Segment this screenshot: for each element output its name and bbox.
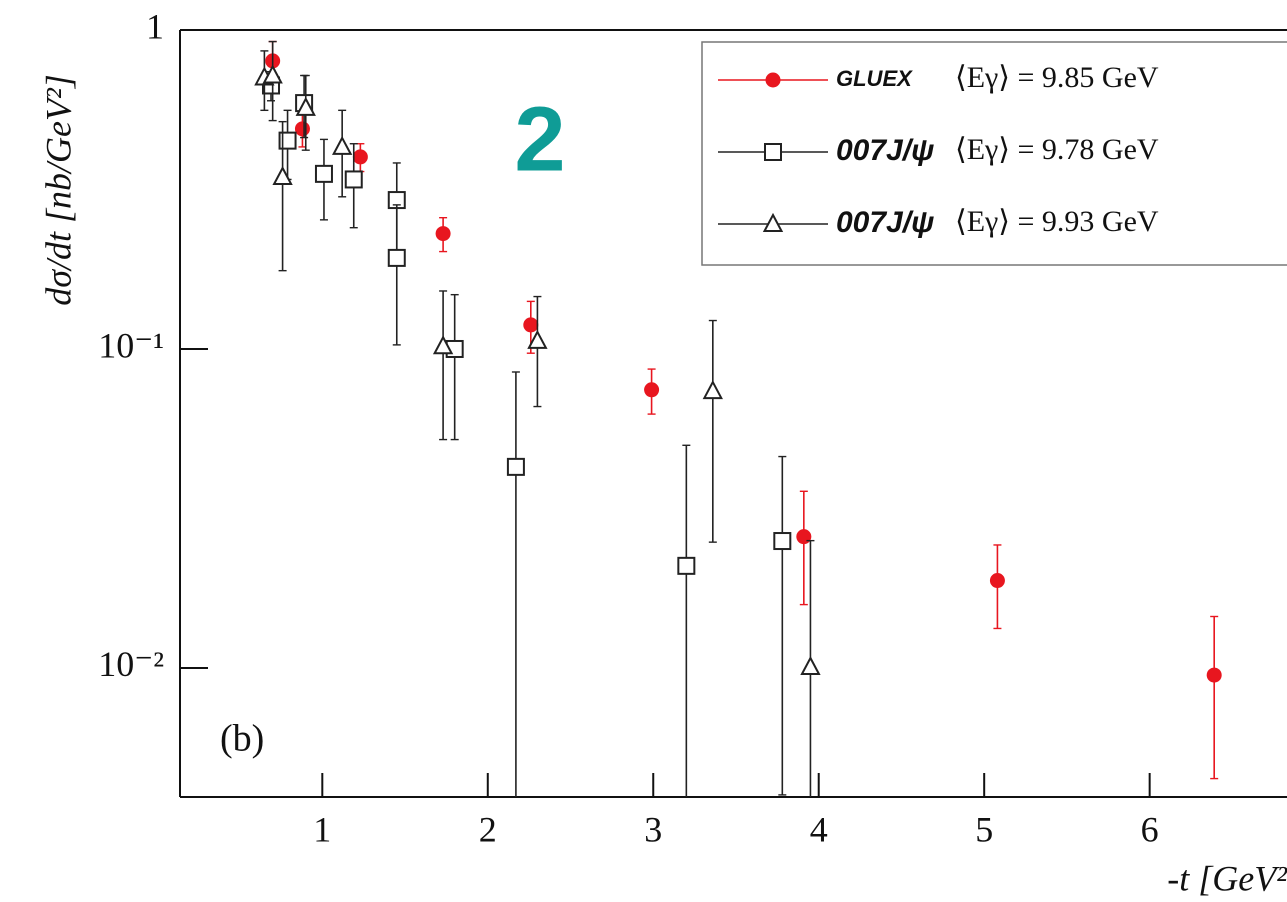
marker xyxy=(773,532,792,551)
legend-box xyxy=(701,41,1287,266)
legend-marker xyxy=(764,143,782,161)
x-tick-label: 2 xyxy=(479,809,497,849)
marker xyxy=(352,149,368,165)
marker xyxy=(989,573,1005,589)
marker xyxy=(387,248,406,267)
marker xyxy=(262,64,283,84)
legend-label: ⟨Eγ⟩ = 9.85 GeV xyxy=(955,61,1159,94)
marker xyxy=(523,317,539,333)
marker xyxy=(796,529,812,545)
marker xyxy=(295,96,316,116)
x-tick-label: 1 xyxy=(313,809,331,849)
marker xyxy=(506,457,525,476)
legend-marker xyxy=(765,72,781,88)
panel-label: (b) xyxy=(220,718,264,760)
marker xyxy=(1206,667,1222,683)
marker xyxy=(677,556,696,575)
x-axis-label: -t [GeV² xyxy=(1167,858,1287,898)
marker xyxy=(314,164,333,183)
y-tick-label: 10⁻¹ xyxy=(98,325,164,365)
marker xyxy=(331,135,353,155)
y-tick-label: 1 xyxy=(146,6,164,46)
legend-logo: 007J/ψ xyxy=(836,134,934,167)
legend-logo: GLUEX xyxy=(836,66,913,91)
marker xyxy=(432,335,454,355)
marker xyxy=(644,382,660,398)
x-tick-label: 5 xyxy=(975,809,993,849)
x-tick-label: 3 xyxy=(644,809,662,849)
marker xyxy=(278,131,297,150)
x-tick-label: 4 xyxy=(810,809,828,849)
x-tick-label: 6 xyxy=(1141,809,1159,849)
legend-logo: 007J/ψ xyxy=(836,206,934,239)
marker xyxy=(344,170,363,189)
marker xyxy=(435,226,451,242)
marker xyxy=(800,655,821,676)
marker xyxy=(527,329,548,349)
legend-label: ⟨Eγ⟩ = 9.78 GeV xyxy=(955,133,1159,166)
y-tick-label: 10⁻² xyxy=(98,644,164,684)
legend-marker xyxy=(762,212,784,232)
marker xyxy=(702,379,723,400)
marker xyxy=(272,165,293,186)
y-axis-label: dσ/dt [nb/GeV²] xyxy=(38,74,78,306)
legend-label: ⟨Eγ⟩ = 9.93 GeV xyxy=(955,205,1159,238)
marker xyxy=(294,121,310,137)
number-badge: 2 xyxy=(514,88,565,190)
